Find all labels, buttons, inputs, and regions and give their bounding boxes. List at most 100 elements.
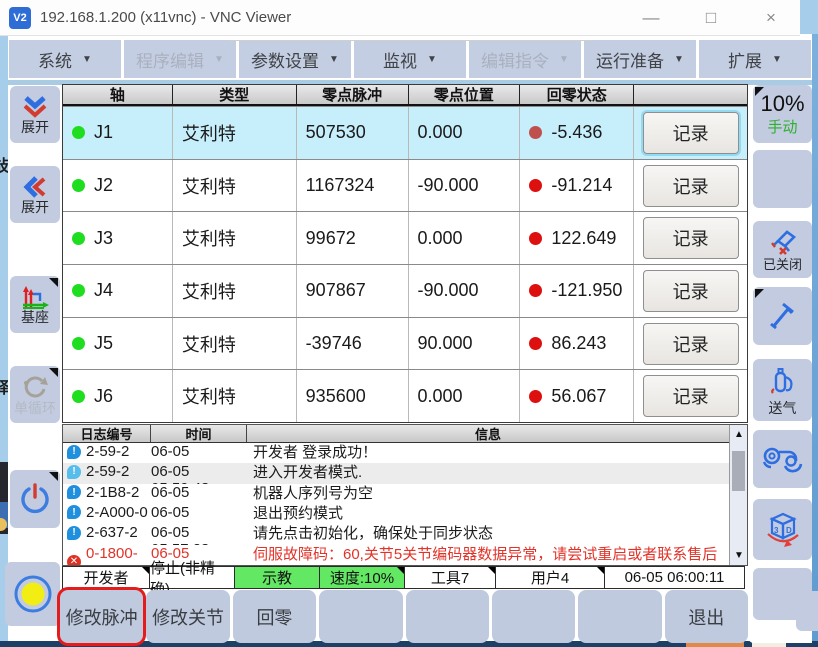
sidebar-label: 单循环 bbox=[14, 400, 56, 416]
tool-calibration-button[interactable] bbox=[753, 287, 812, 345]
scroll-up-icon[interactable]: ▲ bbox=[734, 429, 744, 440]
menu-item-system[interactable]: 系统 ▼ bbox=[9, 40, 121, 78]
modify-pulse-button[interactable]: 修改脉冲 bbox=[60, 590, 144, 643]
axis-status-dot bbox=[72, 231, 85, 245]
home-status-value: -121.950 bbox=[551, 280, 623, 301]
menu-label: 扩展 bbox=[728, 51, 763, 71]
enable-indicator-button[interactable] bbox=[5, 562, 60, 626]
sidebar-expand-down-button[interactable]: 展开 bbox=[10, 86, 60, 143]
camera-hand-icon bbox=[761, 440, 805, 478]
chevrons-left-icon bbox=[21, 174, 49, 200]
log-row-error[interactable]: ✕ 0-1800-3C 06-05 05:56:30 伺服故障码：60,关节5关节… bbox=[63, 544, 729, 565]
cube-3d-icon: 3 D bbox=[762, 510, 804, 550]
sidebar-power-button[interactable] bbox=[10, 470, 60, 528]
zero-pulse-value: 99672 bbox=[297, 212, 409, 265]
menu-item-run-prepare[interactable]: 运行准备 ▼ bbox=[584, 40, 696, 78]
log-message: 进入开发者模式. bbox=[253, 464, 363, 482]
svg-text:D: D bbox=[786, 526, 792, 535]
status-user-mode[interactable]: 开发者 bbox=[62, 566, 150, 589]
status-motion-state[interactable]: 停止(非精确) bbox=[149, 560, 235, 598]
modify-joint-button[interactable]: 修改关节 bbox=[146, 590, 230, 643]
empty-button[interactable] bbox=[405, 590, 489, 643]
log-row[interactable]: !2-A000-0 06-05 05:57:14 退出预约模式 bbox=[63, 503, 729, 538]
menu-item-parameter-settings[interactable]: 参数设置 ▼ bbox=[239, 40, 351, 78]
home-status-dot bbox=[529, 179, 543, 192]
minimize-button[interactable]: — bbox=[642, 8, 660, 27]
axis-type: 艾利特 bbox=[173, 265, 297, 317]
enable-circle-icon bbox=[12, 573, 54, 615]
speed-indicator-button[interactable]: 10% 手动 bbox=[753, 85, 812, 143]
status-label: 速度:10% bbox=[329, 570, 395, 587]
gas-supply-button[interactable]: 送气 bbox=[753, 359, 812, 421]
axis-row-j5[interactable]: J5 艾利特 -39746 90.000 86.243 记录 bbox=[63, 316, 747, 370]
svg-text:3: 3 bbox=[774, 526, 779, 535]
home-status-value: -5.436 bbox=[551, 122, 603, 143]
record-button[interactable]: 记录 bbox=[642, 217, 739, 260]
log-row[interactable]: !2-637-2 06-05 05:57:23 请先点击初始化，确保处于同步状态 bbox=[63, 524, 729, 558]
axis-type: 艾利特 bbox=[173, 317, 297, 370]
axis-row-j4[interactable]: J4 艾利特 907867 -90.000 -121.950 记录 bbox=[63, 264, 747, 317]
log-row[interactable]: !2-59-2 06-05 05:59:43 进入开发者模式. bbox=[63, 463, 729, 497]
status-teach-mode[interactable]: 示教 bbox=[234, 566, 320, 589]
scroll-down-icon[interactable]: ▼ bbox=[734, 550, 744, 561]
menu-item-extension[interactable]: 扩展 ▼ bbox=[699, 40, 811, 78]
camera-view-button[interactable] bbox=[753, 430, 812, 488]
zero-position-value: 0.000 bbox=[409, 212, 521, 265]
corner-mark-icon bbox=[397, 567, 405, 575]
status-label: 开发者 bbox=[83, 570, 129, 587]
empty-side-button[interactable] bbox=[753, 150, 812, 208]
column-header-home-status: 回零状态 bbox=[520, 85, 635, 104]
axis-type: 艾利特 bbox=[173, 370, 297, 423]
log-message: 伺服故障码：60,关节5关节编码器数据异常，请尝试重启或者联系售后 bbox=[253, 545, 718, 563]
axis-status-dot bbox=[72, 337, 85, 351]
empty-button[interactable] bbox=[578, 590, 662, 643]
sidebar-base-frame-button[interactable]: 基座 bbox=[10, 276, 60, 333]
exit-button[interactable]: 退出 bbox=[664, 590, 748, 643]
menu-item-monitor[interactable]: 监视 ▼ bbox=[354, 40, 466, 78]
spray-gun-icon bbox=[766, 227, 800, 257]
axis-name: J4 bbox=[94, 280, 114, 301]
axis-row-j2[interactable]: J2 艾利特 1167324 -90.000 -91.214 记录 bbox=[63, 158, 747, 212]
log-scrollbar[interactable]: ▲ ▼ bbox=[729, 425, 747, 565]
sidebar-expand-left-button[interactable]: 展开 bbox=[10, 166, 60, 223]
record-button[interactable]: 记录 bbox=[642, 322, 739, 365]
info-icon: ! bbox=[67, 444, 81, 459]
zero-pulse-value: 507530 bbox=[297, 107, 409, 159]
record-button[interactable]: 记录 bbox=[642, 375, 739, 418]
log-column-message: 信息 bbox=[474, 427, 501, 442]
dropdown-caret-icon: ▼ bbox=[674, 53, 684, 65]
axis-row-j1[interactable]: J1 艾利特 507530 0.000 -5.436 记录 bbox=[63, 106, 747, 159]
axis-table: 轴 类型 零点脉冲 零点位置 回零状态 J1 艾利特 507530 0.000 … bbox=[62, 84, 748, 423]
spray-closed-button[interactable]: 已关闭 bbox=[753, 221, 812, 278]
status-bar: 开发者 停止(非精确) 示教 速度:10% 工具7 用户4 06-05 06:0… bbox=[62, 560, 745, 598]
axes-icon bbox=[20, 284, 50, 310]
log-column-time: 时间 bbox=[151, 425, 247, 442]
record-button[interactable]: 记录 bbox=[642, 111, 739, 154]
record-button[interactable]: 记录 bbox=[642, 269, 739, 312]
home-status-value: -91.214 bbox=[551, 175, 613, 195]
scrollbar-thumb[interactable] bbox=[732, 451, 745, 491]
axis-row-j6[interactable]: J6 艾利特 935600 0.000 56.067 记录 bbox=[63, 369, 747, 423]
log-column-id: 日志编号 bbox=[63, 425, 151, 442]
status-speed[interactable]: 速度:10% bbox=[319, 566, 405, 589]
status-user-frame[interactable]: 用户4 bbox=[495, 566, 605, 589]
close-button[interactable]: × bbox=[766, 8, 776, 27]
maximize-button[interactable]: □ bbox=[705, 8, 717, 27]
axis-row-j3[interactable]: J3 艾利特 99672 0.000 122.649 记录 bbox=[63, 211, 747, 265]
view-3d-button[interactable]: 3 D bbox=[753, 499, 812, 560]
status-tool[interactable]: 工具7 bbox=[404, 566, 496, 589]
info-icon: ! bbox=[67, 525, 81, 540]
zero-pulse-value: -39746 bbox=[297, 317, 409, 370]
log-row[interactable]: !2-59-2 06-05 05:59:59 开发者 登录成功！ bbox=[63, 443, 729, 477]
empty-button[interactable] bbox=[319, 590, 403, 643]
empty-side-button[interactable] bbox=[753, 568, 812, 620]
log-id: 2-59-2 bbox=[86, 463, 130, 481]
menu-label: 程序编辑 bbox=[136, 51, 205, 71]
log-row[interactable]: !2-1B8-2 06-05 05:59:26 机器人序列号为空 bbox=[63, 483, 729, 518]
record-button[interactable]: 记录 bbox=[642, 164, 739, 207]
desktop-edge-right bbox=[812, 34, 818, 647]
menu-item-program-edit: 程序编辑 ▼ bbox=[124, 40, 236, 78]
home-button[interactable]: 回零 bbox=[232, 590, 317, 643]
home-status-dot bbox=[529, 126, 543, 140]
empty-button[interactable] bbox=[491, 590, 576, 643]
